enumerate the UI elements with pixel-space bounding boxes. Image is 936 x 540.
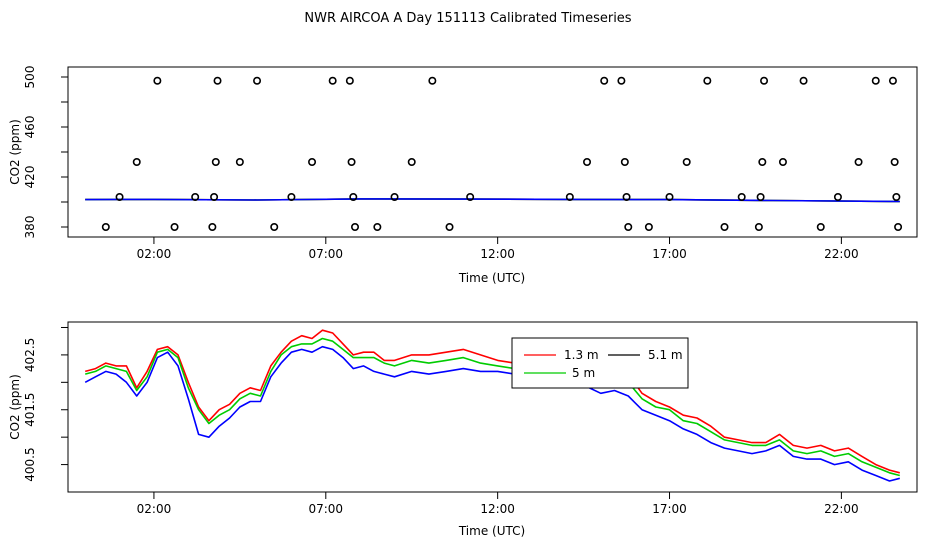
top-y-axis-label: CO2 (ppm) (8, 119, 22, 185)
top-data-point (287, 193, 296, 202)
top-data-point (428, 76, 437, 85)
bottom-y-tick-label: 400.5 (23, 447, 37, 481)
legend-box (511, 337, 689, 389)
top-data-point (644, 223, 653, 232)
top-data-point (466, 193, 475, 202)
top-data-point (101, 223, 110, 232)
top-data-point (253, 76, 262, 85)
top-plot-frame (67, 66, 918, 238)
bottom-series-line-5-1-m (84, 337, 901, 477)
legend-label: 5 m (572, 366, 595, 380)
top-data-point (345, 76, 354, 85)
top-data-point (115, 193, 124, 202)
bottom-x-tick-label: 22:00 (824, 502, 859, 516)
top-data-point (888, 76, 897, 85)
top-data-point (816, 223, 825, 232)
bottom-series-line-5-m (84, 345, 901, 482)
top-data-point (624, 223, 633, 232)
top-data-point (682, 158, 691, 167)
top-data-point (890, 158, 899, 167)
top-data-point (211, 158, 220, 167)
top-data-point (720, 223, 729, 232)
bottom-y-tick-label: 401.5 (23, 393, 37, 427)
top-data-point (213, 76, 222, 85)
top-data-point (351, 223, 360, 232)
top-data-point (235, 158, 244, 167)
top-y-tick-label: 500 (23, 66, 37, 89)
top-data-point (373, 223, 382, 232)
bottom-x-axis-label: Time (UTC) (458, 524, 525, 538)
bottom-series-line-1-3-m (84, 329, 901, 474)
top-x-tick-label: 17:00 (652, 247, 687, 261)
top-y-tick-label: 460 (23, 116, 37, 139)
top-data-point (760, 76, 769, 85)
top-data-point (600, 76, 609, 85)
top-data-point (132, 158, 141, 167)
legend-label: 5.1 m (648, 348, 683, 362)
top-y-tick-label: 380 (23, 216, 37, 239)
top-data-point (833, 193, 842, 202)
top-data-point (703, 76, 712, 85)
top-data-point (153, 76, 162, 85)
top-x-tick-label: 02:00 (137, 247, 172, 261)
bottom-x-tick-label: 17:00 (652, 502, 687, 516)
bottom-panel-lines: Time (UTC) CO2 (ppm) 02:00 07:00 12:00 17:0… (8, 321, 918, 538)
top-data-point (754, 223, 763, 232)
top-data-point (854, 158, 863, 167)
top-data-point (390, 193, 399, 202)
bottom-x-tick-label: 07:00 (308, 502, 343, 516)
top-y-tick-label: 420 (23, 166, 37, 189)
top-data-point (756, 193, 765, 202)
top-data-point (583, 158, 592, 167)
top-data-point (407, 158, 416, 167)
top-data-point (328, 76, 337, 85)
top-data-point (270, 223, 279, 232)
top-data-point (617, 76, 626, 85)
top-x-axis-label: Time (UTC) (458, 271, 525, 285)
bottom-x-tick-label: 12:00 (480, 502, 515, 516)
top-data-point (565, 193, 574, 202)
bottom-x-tick-label: 02:00 (137, 502, 172, 516)
top-series-line-2 (85, 198, 900, 203)
top-data-point (892, 193, 901, 202)
bottom-plot-frame (67, 321, 918, 493)
top-data-point (620, 158, 629, 167)
legend: 1.3 m 5.1 m 5 m (511, 337, 689, 389)
top-data-point (349, 193, 358, 202)
top-data-point (622, 193, 631, 202)
top-data-point (758, 158, 767, 167)
top-data-point (665, 193, 674, 202)
top-data-point (445, 223, 454, 232)
top-x-tick-label: 12:00 (480, 247, 515, 261)
legend-label: 1.3 m (564, 348, 599, 362)
top-data-point (347, 158, 356, 167)
top-data-point (799, 76, 808, 85)
top-x-tick-label: 07:00 (308, 247, 343, 261)
top-data-point (210, 193, 219, 202)
figure-title: NWR AIRCOA A Day 151113 Calibrated Times… (304, 11, 631, 26)
top-data-point (191, 193, 200, 202)
top-data-point (737, 193, 746, 202)
top-x-tick-label: 22:00 (824, 247, 859, 261)
top-panel-scatter: Time (UTC) CO2 (ppm) 02:00 07:00 12:00 17:0… (8, 66, 918, 285)
top-data-point (170, 223, 179, 232)
top-data-point (871, 76, 880, 85)
bottom-y-tick-label: 402.5 (23, 338, 37, 372)
top-data-point (308, 158, 317, 167)
top-data-point (894, 223, 903, 232)
bottom-y-axis-label: CO2 (ppm) (8, 374, 22, 440)
top-data-point (208, 223, 217, 232)
top-data-point (778, 158, 787, 167)
